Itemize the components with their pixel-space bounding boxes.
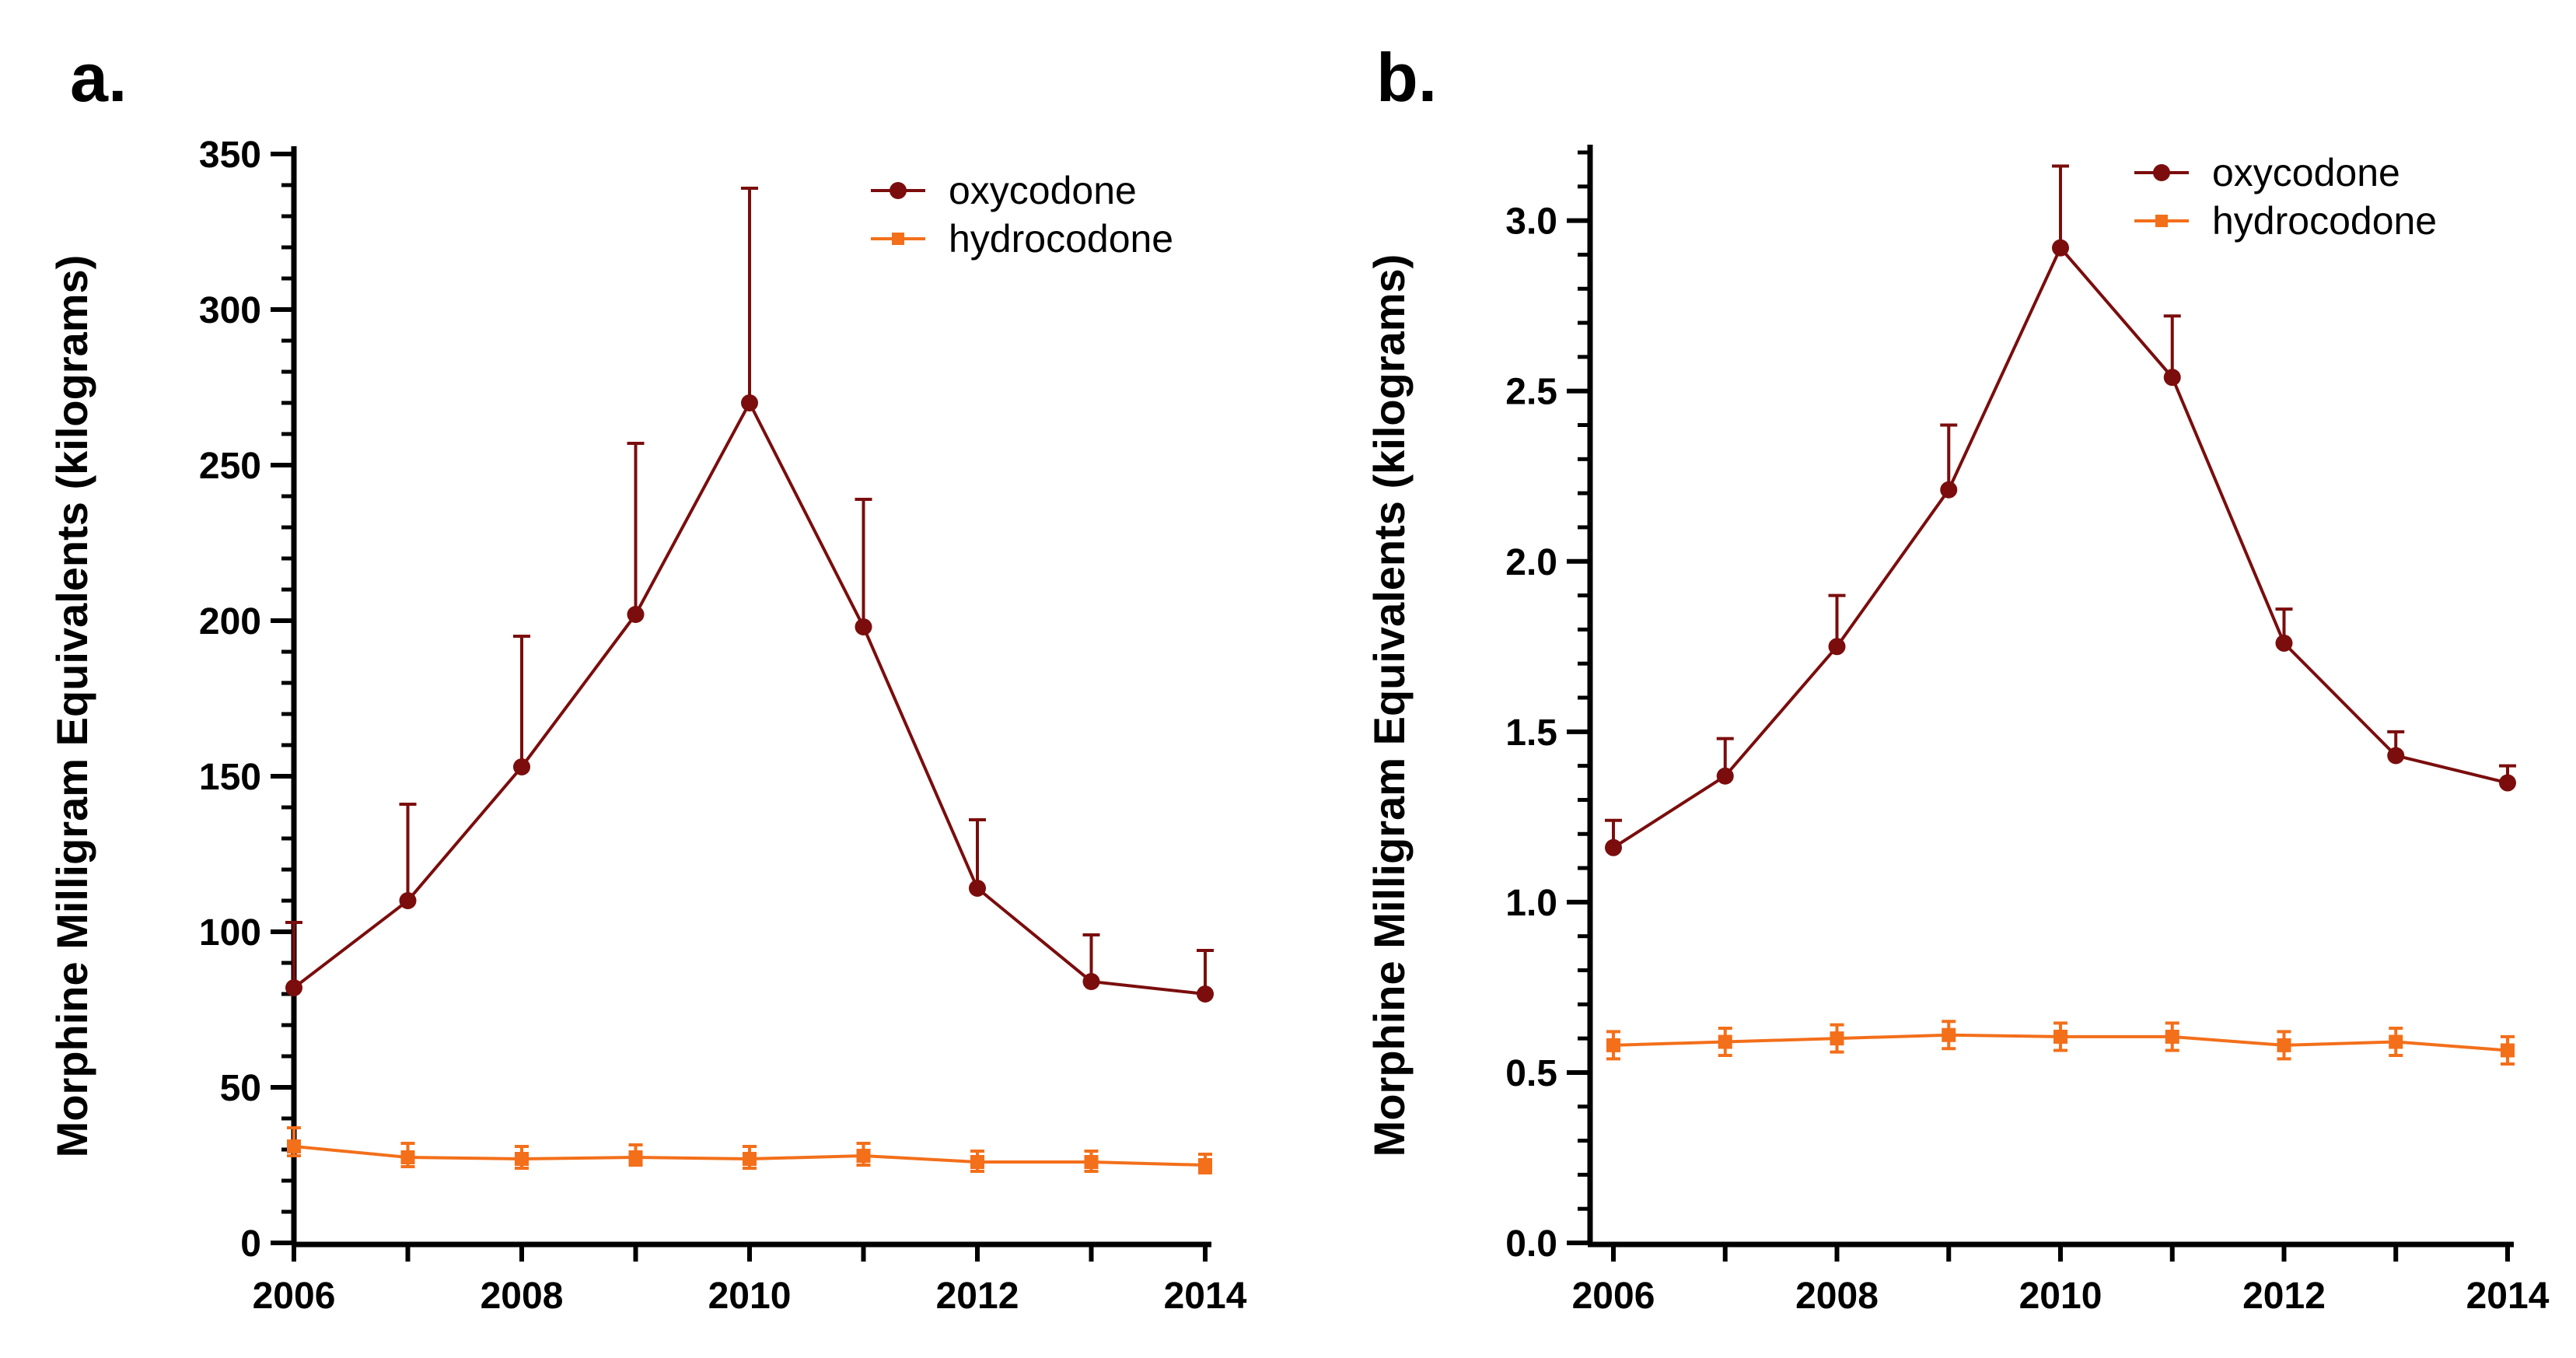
series-line [292, 399, 1206, 996]
x-tick-label: 2014 [1164, 1276, 1247, 1317]
data-point [1942, 1027, 1956, 1042]
y-tick-label: 250 [199, 446, 261, 487]
x-tick-label: 2014 [2466, 1276, 2550, 1317]
data-point [2277, 1038, 2291, 1052]
y-tick-label: 2.0 [1505, 542, 1557, 583]
y-tick-label: 150 [199, 757, 261, 798]
y-tick-label: 2.5 [1505, 372, 1557, 413]
y-tick-label: 50 [220, 1068, 261, 1109]
data-point [2275, 634, 2293, 652]
series-hydrocodone [287, 1126, 1212, 1174]
data-point [1198, 1158, 1212, 1172]
data-point [2501, 1043, 2515, 1058]
data-point [969, 880, 986, 897]
legend-marker-oxycodone [890, 182, 907, 199]
data-point [400, 1150, 415, 1164]
data-point [2387, 747, 2405, 765]
series-oxycodone [285, 187, 1214, 1003]
data-point [1197, 985, 1214, 1003]
y-tick-label: 0 [240, 1223, 261, 1265]
data-point [1605, 838, 1622, 856]
x-tick-label: 2006 [253, 1276, 336, 1317]
panel-label: b. [1376, 39, 1437, 116]
data-point [1082, 973, 1100, 990]
data-point [285, 979, 302, 996]
legend-marker-oxycodone [2153, 164, 2170, 181]
y-tick-label: 200 [199, 601, 261, 642]
data-point [741, 394, 758, 411]
y-tick-label: 300 [199, 290, 261, 331]
y-tick-label: 1.5 [1505, 712, 1557, 754]
data-point [855, 618, 872, 635]
panel-label: a. [70, 39, 127, 116]
data-point [2389, 1034, 2403, 1049]
y-axis-label: Morphine Milligram Equivalents (kilogram… [47, 255, 96, 1158]
data-point [1084, 1155, 1099, 1169]
data-point [628, 1150, 643, 1164]
y-tick-label: 1.0 [1505, 883, 1557, 924]
legend-marker-hydrocodone [2155, 215, 2168, 227]
legend-label: oxycodone [2212, 151, 2400, 194]
data-point [1606, 1038, 1620, 1052]
legend-label: oxycodone [949, 169, 1137, 212]
panel-a: a. Morphine Milligram Equivalents (kilogr… [47, 39, 1247, 1317]
data-point [1718, 1034, 1732, 1049]
legend-label: hydrocodone [949, 217, 1173, 261]
series-line [1612, 245, 2508, 849]
y-tick-label: 3.0 [1505, 201, 1557, 243]
x-tick-label: 2012 [936, 1276, 1019, 1317]
data-point [1940, 481, 1958, 499]
data-point [627, 606, 645, 623]
data-point [2163, 369, 2181, 387]
x-tick-label: 2012 [2242, 1276, 2326, 1317]
data-point [856, 1149, 871, 1163]
data-point [1716, 767, 1734, 785]
data-point [2499, 774, 2516, 792]
y-tick-label: 0.5 [1505, 1053, 1557, 1094]
y-tick-label: 350 [199, 135, 261, 176]
data-point [1830, 1031, 1844, 1046]
y-tick-label: 100 [199, 912, 261, 954]
data-point [513, 758, 530, 775]
data-point [743, 1152, 757, 1166]
series-oxycodone [1605, 164, 2516, 856]
legend-label: hydrocodone [2212, 199, 2437, 243]
data-point [2052, 239, 2069, 257]
y-tick-label: 0.0 [1505, 1223, 1557, 1265]
data-point [515, 1152, 529, 1166]
x-tick-label: 2008 [481, 1276, 564, 1317]
x-tick-label: 2010 [2019, 1276, 2102, 1317]
x-tick-label: 2008 [1795, 1276, 1879, 1317]
data-point [970, 1155, 984, 1169]
data-point [399, 892, 417, 909]
y-axis-label: Morphine Milligram Equivalents (kilogram… [1365, 254, 1414, 1157]
panel-b: b. Morphine Milligram Equivalents (kilogr… [1365, 39, 2550, 1317]
data-point [287, 1139, 301, 1153]
x-tick-label: 2010 [708, 1276, 792, 1317]
series-hydrocodone [1606, 1020, 2515, 1066]
data-point [2053, 1029, 2067, 1044]
data-point [1828, 638, 1846, 656]
data-point [2165, 1029, 2179, 1044]
x-tick-label: 2006 [1572, 1276, 1655, 1317]
legend-marker-hydrocodone [892, 233, 904, 245]
